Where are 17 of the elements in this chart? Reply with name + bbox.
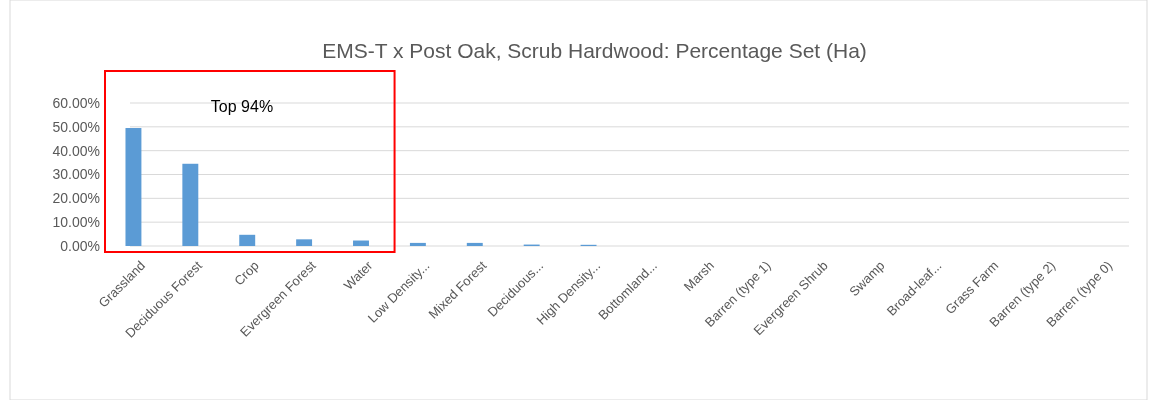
bar bbox=[353, 240, 369, 246]
bar bbox=[296, 239, 313, 246]
bar bbox=[466, 242, 483, 246]
bar bbox=[409, 242, 426, 246]
y-tick-label: 40.00% bbox=[52, 142, 100, 159]
y-tick-label: 30.00% bbox=[52, 166, 100, 183]
annotation: Top 94% bbox=[210, 98, 274, 115]
y-tick-label: 0.00% bbox=[60, 237, 100, 254]
x-tick-label: Crop bbox=[231, 257, 262, 289]
bar bbox=[125, 128, 142, 246]
y-tick-label: 10.00% bbox=[52, 214, 100, 231]
y-tick-label: 50.00% bbox=[52, 118, 100, 135]
bar bbox=[239, 234, 256, 246]
y-tick-label: 20.00% bbox=[52, 190, 100, 207]
bar bbox=[182, 163, 199, 246]
chart-title: EMS-T x Post Oak, Scrub Hardwood: Percentage Set (Ha) bbox=[322, 39, 867, 62]
y-tick-label: 60.00% bbox=[52, 94, 100, 111]
